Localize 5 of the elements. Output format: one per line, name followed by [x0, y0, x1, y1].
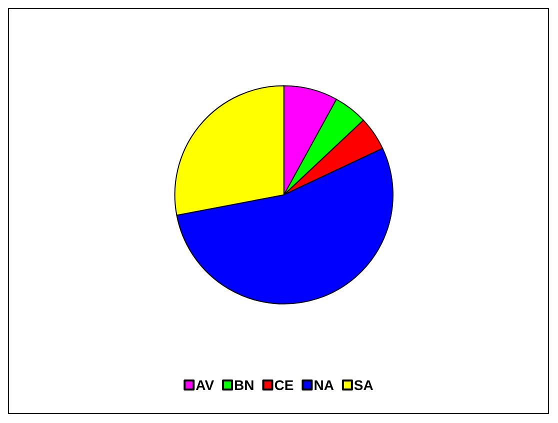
legend-label: NA — [314, 377, 334, 393]
legend-label: CE — [274, 377, 294, 393]
legend-label: BN — [234, 377, 254, 393]
legend-label: AV — [196, 377, 215, 393]
legend-label: SA — [354, 377, 374, 393]
